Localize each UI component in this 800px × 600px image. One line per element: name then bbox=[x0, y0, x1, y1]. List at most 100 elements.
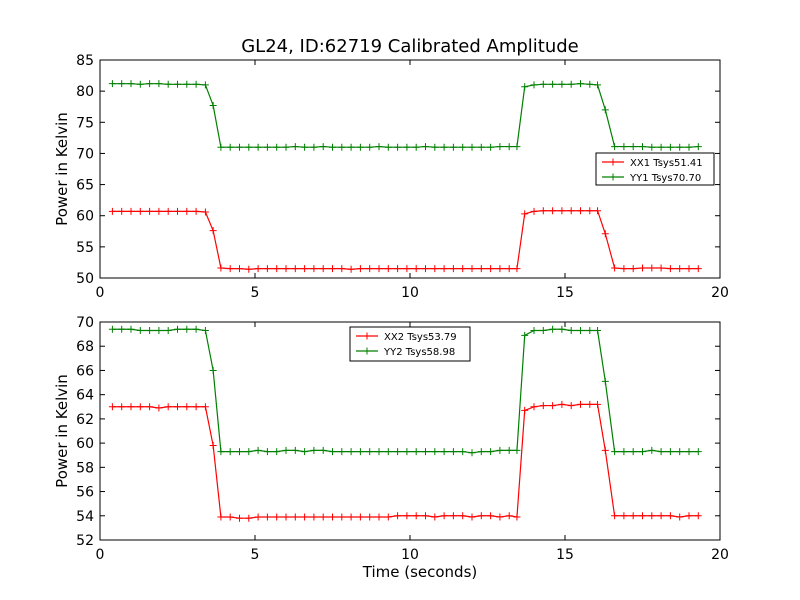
data-point bbox=[549, 207, 557, 215]
data-point bbox=[440, 448, 448, 456]
data-point bbox=[468, 513, 476, 521]
data-point bbox=[291, 513, 299, 521]
data-point bbox=[201, 81, 209, 89]
legend: XX1 Tsys51.41 YY1 Tsys70.70 bbox=[595, 152, 715, 186]
data-point bbox=[356, 448, 364, 456]
data-point bbox=[639, 448, 646, 456]
data-point bbox=[146, 207, 154, 215]
data-point bbox=[209, 366, 217, 374]
y-tick-label: 66 bbox=[76, 363, 94, 379]
data-point bbox=[594, 326, 602, 334]
data-point bbox=[291, 265, 299, 273]
data-point bbox=[209, 227, 217, 235]
data-point bbox=[513, 143, 521, 151]
data-point bbox=[594, 400, 602, 408]
data-point bbox=[422, 265, 429, 273]
figure-title: GL24, ID:62719 Calibrated Amplitude bbox=[241, 36, 579, 57]
data-point bbox=[356, 513, 364, 521]
data-point bbox=[459, 512, 467, 520]
data-point bbox=[164, 403, 172, 411]
data-point bbox=[521, 210, 529, 218]
data-point bbox=[657, 512, 665, 520]
data-point bbox=[487, 265, 495, 273]
y-tick-label: 62 bbox=[76, 412, 94, 428]
data-point bbox=[611, 448, 619, 456]
data-point bbox=[487, 448, 495, 456]
data-point bbox=[263, 265, 271, 273]
data-point bbox=[440, 512, 448, 520]
data-point bbox=[558, 80, 566, 88]
data-point bbox=[496, 143, 504, 151]
legend-box bbox=[349, 326, 471, 362]
data-point bbox=[236, 448, 243, 456]
data-point bbox=[192, 80, 200, 88]
series-line-1-1 bbox=[112, 210, 699, 270]
data-point bbox=[521, 331, 529, 339]
data-point bbox=[459, 448, 467, 456]
y-tick-label: 80 bbox=[76, 84, 94, 100]
data-point bbox=[539, 207, 547, 215]
data-point bbox=[310, 265, 318, 273]
data-point bbox=[236, 265, 243, 273]
chart-2: 0 5 10 15 20 52 54 56 58 60 62 64 66 68 70 Power in Kel… bbox=[53, 315, 729, 581]
x-tick-label: 5 bbox=[251, 285, 260, 301]
data-point bbox=[394, 448, 402, 456]
data-point bbox=[620, 143, 628, 151]
data-point bbox=[217, 448, 225, 456]
data-point bbox=[329, 448, 336, 456]
data-point bbox=[226, 513, 234, 521]
data-point bbox=[422, 143, 429, 151]
x-tick-label: 0 bbox=[96, 547, 105, 563]
data-point bbox=[127, 80, 135, 88]
data-point bbox=[245, 143, 253, 151]
data-point bbox=[192, 325, 200, 333]
data-point bbox=[209, 442, 217, 450]
data-point bbox=[236, 143, 243, 151]
data-point bbox=[329, 513, 336, 521]
data-point bbox=[310, 143, 318, 151]
data-point bbox=[329, 143, 336, 151]
data-point bbox=[558, 400, 566, 408]
data-point bbox=[127, 207, 135, 215]
data-point bbox=[431, 513, 439, 521]
data-point bbox=[394, 265, 402, 273]
data-point bbox=[530, 81, 538, 89]
x-tick-label: 0 bbox=[96, 285, 105, 301]
data-point bbox=[217, 143, 225, 151]
data-point bbox=[594, 81, 602, 89]
data-point bbox=[217, 513, 225, 521]
x-tick-label: 10 bbox=[401, 547, 419, 563]
data-point bbox=[118, 207, 126, 215]
x-tick-label: 15 bbox=[556, 285, 574, 301]
data-point bbox=[648, 446, 656, 454]
data-point bbox=[209, 101, 217, 109]
data-point bbox=[291, 143, 299, 151]
data-point bbox=[676, 265, 684, 273]
legend-marker bbox=[363, 347, 371, 355]
y-tick-label: 85 bbox=[76, 53, 94, 69]
data-point bbox=[245, 514, 253, 522]
data-point bbox=[666, 265, 674, 273]
data-point bbox=[549, 325, 557, 333]
legend: XX2 Tsys53.79 YY2 Tsys58.98 bbox=[349, 326, 471, 362]
data-point bbox=[558, 207, 566, 215]
data-point bbox=[319, 265, 327, 273]
data-point bbox=[666, 448, 674, 456]
data-point bbox=[549, 402, 557, 410]
data-point bbox=[136, 403, 144, 411]
data-point bbox=[301, 143, 309, 151]
data-point bbox=[403, 448, 411, 456]
data-point bbox=[174, 207, 181, 215]
data-point bbox=[629, 512, 637, 520]
data-point bbox=[422, 512, 429, 520]
data-point bbox=[629, 448, 637, 456]
data-point bbox=[384, 513, 392, 521]
legend-label: YY1 Tsys70.70 bbox=[629, 173, 701, 184]
data-point bbox=[620, 512, 628, 520]
data-point bbox=[468, 265, 476, 273]
data-point bbox=[676, 448, 684, 456]
data-point bbox=[384, 448, 392, 456]
data-point bbox=[183, 80, 191, 88]
data-point bbox=[694, 265, 702, 273]
data-point bbox=[282, 513, 290, 521]
